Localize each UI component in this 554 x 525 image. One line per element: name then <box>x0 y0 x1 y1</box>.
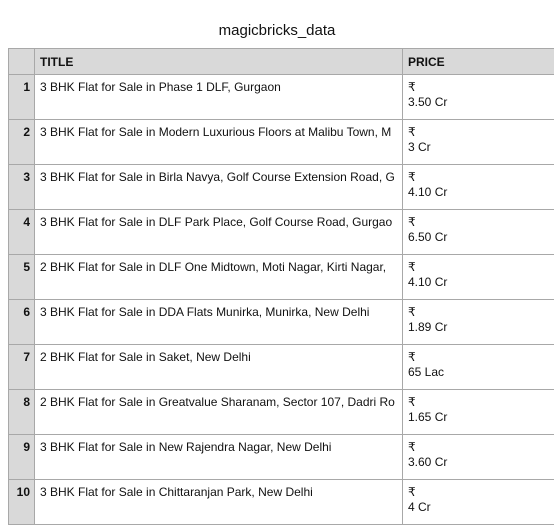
column-header-price[interactable]: PRICE <box>403 49 554 75</box>
currency-symbol: ₹ <box>408 125 554 140</box>
price-cell[interactable]: ₹4.10 Cr <box>403 255 554 300</box>
price-value: 4 Cr <box>408 500 554 515</box>
row-number[interactable]: 9 <box>9 435 35 480</box>
currency-symbol: ₹ <box>408 215 554 230</box>
title-cell[interactable]: 2 BHK Flat for Sale in Saket, New Delhi <box>35 345 403 390</box>
currency-symbol: ₹ <box>408 305 554 320</box>
row-number[interactable]: 8 <box>9 390 35 435</box>
price-value: 4.10 Cr <box>408 185 554 200</box>
row-number[interactable]: 5 <box>9 255 35 300</box>
title-cell[interactable]: 3 BHK Flat for Sale in Modern Luxurious … <box>35 120 403 165</box>
price-cell[interactable]: ₹1.89 Cr <box>403 300 554 345</box>
title-cell[interactable]: 2 BHK Flat for Sale in Greatvalue Sharan… <box>35 390 403 435</box>
header-row: TITLE PRICE <box>9 49 554 75</box>
price-value: 3.50 Cr <box>408 95 554 110</box>
sheet-title: magicbricks_data <box>0 22 554 39</box>
price-value: 3.60 Cr <box>408 455 554 470</box>
row-number[interactable]: 1 <box>9 75 35 120</box>
price-cell[interactable]: ₹1.65 Cr <box>403 390 554 435</box>
price-value: 1.65 Cr <box>408 410 554 425</box>
price-value: 6.50 Cr <box>408 230 554 245</box>
currency-symbol: ₹ <box>408 80 554 95</box>
price-value: 3 Cr <box>408 140 554 155</box>
currency-symbol: ₹ <box>408 260 554 275</box>
price-cell[interactable]: ₹3.60 Cr <box>403 435 554 480</box>
currency-symbol: ₹ <box>408 395 554 410</box>
currency-symbol: ₹ <box>408 170 554 185</box>
price-cell[interactable]: ₹3 Cr <box>403 120 554 165</box>
title-cell[interactable]: 3 BHK Flat for Sale in Birla Navya, Golf… <box>35 165 403 210</box>
row-number[interactable]: 4 <box>9 210 35 255</box>
row-number[interactable]: 3 <box>9 165 35 210</box>
price-cell[interactable]: ₹65 Lac <box>403 345 554 390</box>
currency-symbol: ₹ <box>408 350 554 365</box>
price-cell[interactable]: ₹4 Cr <box>403 480 554 525</box>
title-cell[interactable]: 2 BHK Flat for Sale in DLF One Midtown, … <box>35 255 403 300</box>
row-number[interactable]: 7 <box>9 345 35 390</box>
column-header-title[interactable]: TITLE <box>35 49 403 75</box>
title-cell[interactable]: 3 BHK Flat for Sale in Phase 1 DLF, Gurg… <box>35 75 403 120</box>
price-cell[interactable]: ₹6.50 Cr <box>403 210 554 255</box>
price-value: 4.10 Cr <box>408 275 554 290</box>
row-number[interactable]: 10 <box>9 480 35 525</box>
title-cell[interactable]: 3 BHK Flat for Sale in Chittaranjan Park… <box>35 480 403 525</box>
currency-symbol: ₹ <box>408 440 554 455</box>
price-value: 65 Lac <box>408 365 554 380</box>
title-cell[interactable]: 3 BHK Flat for Sale in New Rajendra Naga… <box>35 435 403 480</box>
row-number[interactable]: 6 <box>9 300 35 345</box>
corner-cell[interactable] <box>9 49 35 75</box>
price-value: 1.89 Cr <box>408 320 554 335</box>
price-cell[interactable]: ₹4.10 Cr <box>403 165 554 210</box>
title-cell[interactable]: 3 BHK Flat for Sale in DDA Flats Munirka… <box>35 300 403 345</box>
title-cell[interactable]: 3 BHK Flat for Sale in DLF Park Place, G… <box>35 210 403 255</box>
row-number[interactable]: 2 <box>9 120 35 165</box>
price-cell[interactable]: ₹3.50 Cr <box>403 75 554 120</box>
currency-symbol: ₹ <box>408 485 554 500</box>
